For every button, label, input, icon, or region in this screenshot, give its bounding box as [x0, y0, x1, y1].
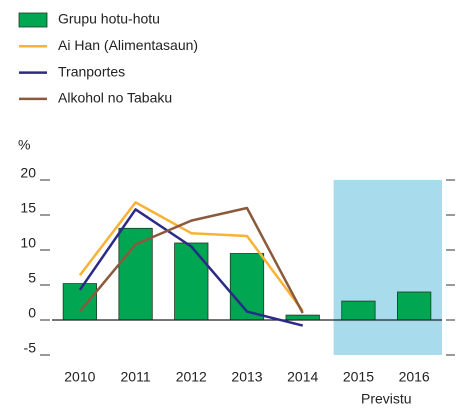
forecast-label: Previstu: [361, 391, 412, 407]
x-tick-label: 2016: [399, 369, 430, 385]
legend-label: Alkohol no Tabaku: [58, 90, 172, 106]
line-series: [78, 206, 304, 314]
bar: [397, 291, 432, 321]
legend-label: Grupu hotu-hotu: [58, 11, 160, 27]
y-tick-label: 20: [20, 165, 36, 181]
x-tick-label: 2015: [343, 369, 374, 385]
legend-label: Ai Han (Alimentasaun): [58, 37, 198, 53]
bar: [229, 253, 265, 321]
line-series: [78, 208, 304, 327]
x-tick-label: 2010: [64, 369, 95, 385]
y-tick-label: 10: [20, 235, 36, 251]
legend-swatch: [18, 12, 48, 28]
bar: [285, 314, 320, 321]
y-tick-label: 0: [28, 305, 36, 321]
line-series: [78, 201, 304, 312]
bar: [174, 242, 209, 321]
y-unit-label: %: [18, 137, 30, 153]
y-tick-label: -5: [24, 340, 37, 356]
y-tick-label: 15: [20, 200, 36, 216]
x-tick-label: 2014: [287, 369, 318, 385]
x-tick-label: 2011: [121, 369, 151, 385]
forecast-shade: [333, 180, 442, 355]
legend-label: Tranportes: [58, 63, 125, 79]
bar: [118, 227, 153, 321]
bar: [341, 300, 376, 321]
x-tick-label: 2012: [176, 369, 207, 385]
y-tick-label: 5: [28, 270, 36, 286]
x-tick-label: 2013: [231, 369, 262, 385]
